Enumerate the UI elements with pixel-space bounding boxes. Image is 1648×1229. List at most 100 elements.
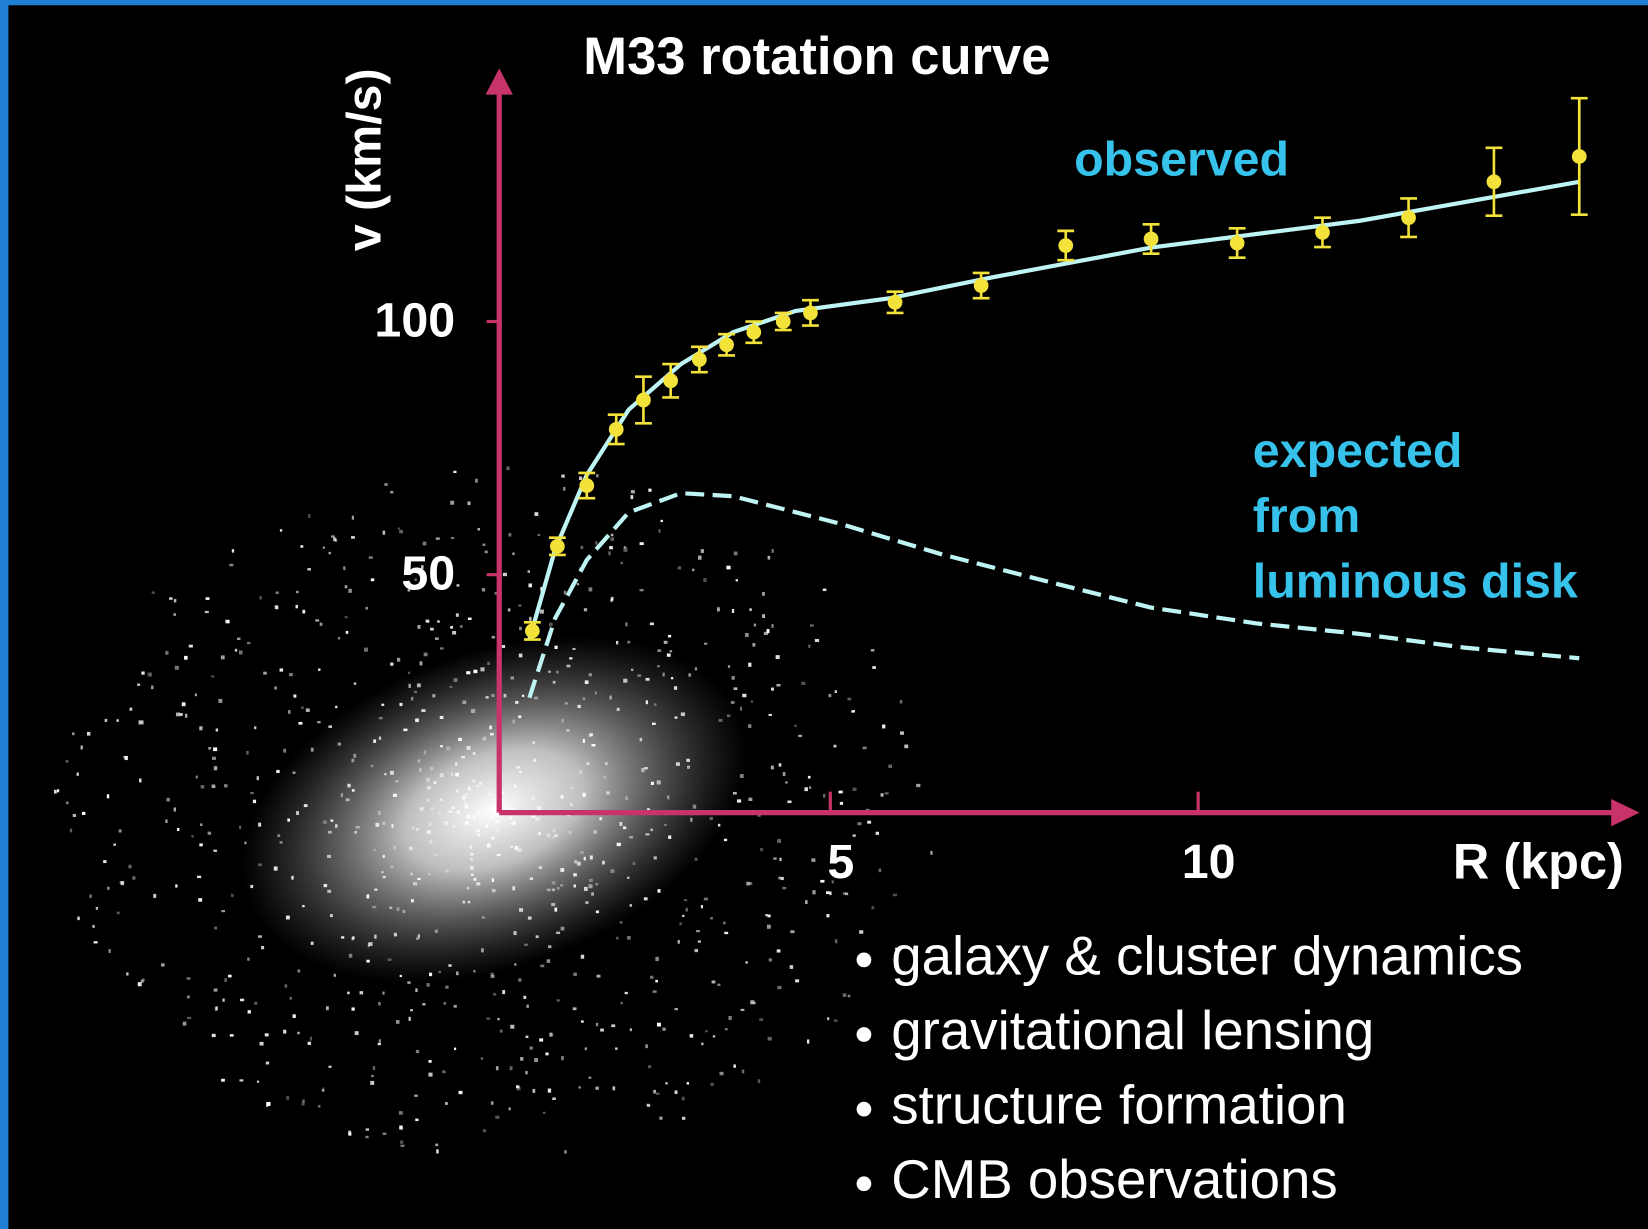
- star: [211, 675, 215, 678]
- star: [539, 1038, 544, 1042]
- star: [378, 810, 381, 815]
- star: [735, 579, 738, 582]
- star: [408, 1016, 411, 1021]
- left-border: [0, 0, 9, 1229]
- star: [103, 860, 107, 864]
- star: [184, 655, 188, 660]
- star: [510, 1024, 515, 1029]
- stars: [53, 466, 933, 1154]
- star: [614, 1047, 618, 1050]
- star: [710, 917, 713, 920]
- star: [481, 588, 486, 592]
- star: [624, 991, 628, 995]
- star: [198, 898, 203, 902]
- star: [236, 637, 241, 641]
- star: [472, 751, 476, 756]
- star: [395, 1020, 400, 1024]
- star: [629, 904, 633, 907]
- star: [351, 536, 355, 539]
- star: [359, 991, 364, 995]
- star: [439, 773, 444, 778]
- star: [534, 1058, 539, 1063]
- star: [629, 1028, 632, 1032]
- star: [381, 703, 385, 706]
- star: [476, 785, 480, 788]
- star: [730, 701, 735, 704]
- star: [588, 884, 593, 889]
- star: [225, 619, 229, 624]
- star: [882, 724, 886, 729]
- star: [682, 914, 685, 917]
- star: [414, 578, 417, 582]
- star: [218, 698, 223, 703]
- star: [609, 695, 612, 700]
- star: [497, 1017, 500, 1021]
- star: [561, 1056, 564, 1061]
- star: [833, 1019, 838, 1022]
- star: [670, 676, 674, 680]
- star: [222, 998, 225, 1002]
- star: [53, 789, 57, 794]
- star: [596, 474, 599, 478]
- star: [648, 488, 652, 492]
- star: [585, 901, 589, 904]
- star: [833, 744, 837, 748]
- star: [81, 811, 86, 815]
- star: [345, 630, 349, 634]
- star: [700, 905, 703, 909]
- star: [327, 854, 331, 858]
- star: [512, 719, 516, 724]
- star: [827, 1017, 830, 1021]
- star: [513, 821, 516, 825]
- star: [789, 965, 794, 969]
- star: [327, 889, 332, 893]
- star: [208, 747, 212, 750]
- star: [662, 672, 665, 677]
- star: [303, 804, 308, 808]
- star: [775, 655, 780, 660]
- data-point: [636, 392, 651, 408]
- star: [373, 849, 376, 852]
- star: [717, 983, 721, 986]
- star: [546, 959, 551, 963]
- star: [477, 528, 481, 531]
- star: [537, 533, 541, 536]
- star: [473, 877, 477, 881]
- star: [296, 811, 300, 815]
- star: [514, 963, 517, 966]
- star: [348, 1130, 352, 1134]
- star: [351, 789, 355, 792]
- star: [123, 755, 128, 759]
- star: [330, 535, 335, 538]
- star: [408, 671, 411, 675]
- star: [355, 825, 360, 829]
- star: [801, 681, 806, 685]
- star: [727, 665, 731, 668]
- data-point: [1571, 149, 1587, 164]
- star: [72, 732, 75, 736]
- star: [523, 995, 527, 999]
- star: [244, 841, 247, 845]
- star: [428, 1072, 433, 1077]
- star: [513, 931, 517, 936]
- star: [450, 772, 454, 777]
- star: [776, 949, 781, 953]
- star: [548, 670, 551, 673]
- star: [351, 1007, 355, 1011]
- star: [745, 961, 748, 964]
- star: [679, 922, 682, 926]
- star: [826, 914, 830, 918]
- star: [556, 886, 560, 890]
- star: [456, 810, 460, 815]
- star: [610, 869, 615, 873]
- star: [650, 781, 655, 785]
- star: [570, 787, 574, 790]
- star: [373, 739, 377, 743]
- star: [776, 684, 781, 687]
- star: [493, 992, 497, 996]
- star: [265, 1061, 270, 1065]
- star: [443, 1002, 447, 1005]
- star: [701, 1042, 704, 1046]
- star: [57, 789, 60, 793]
- bullet-dot: [856, 1101, 872, 1117]
